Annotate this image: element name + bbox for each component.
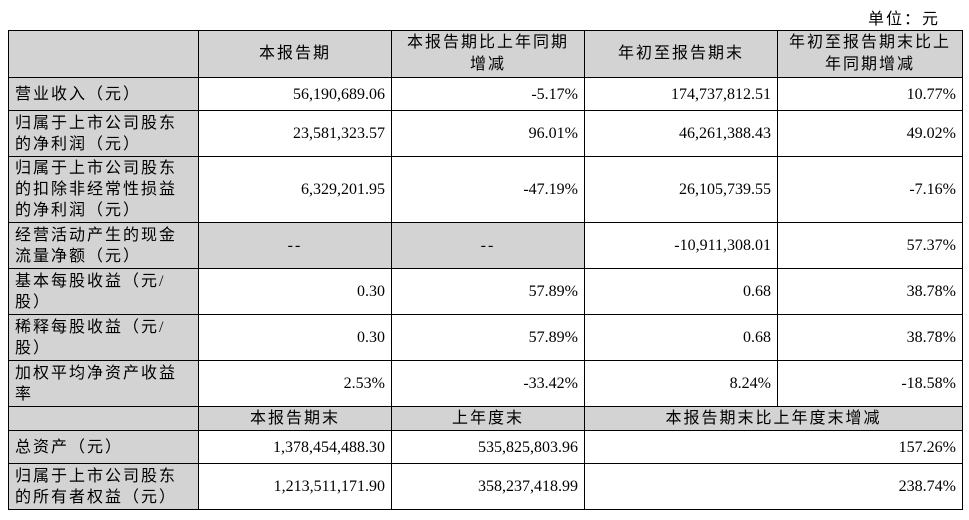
cell-value: 0.30 — [198, 314, 392, 361]
header-corner-cell — [8, 30, 199, 78]
header-current-period: 本报告期 — [198, 30, 392, 78]
cell-value: 57.37% — [777, 222, 963, 269]
cell-value: 26,105,739.55 — [584, 156, 778, 223]
row-label: 基本每股收益（元/股） — [8, 268, 199, 315]
cell-value: 2.53% — [198, 360, 392, 407]
cell-value: 57.89% — [391, 314, 585, 361]
row-label: 经营活动产生的现金流量净额（元） — [8, 222, 199, 269]
row-weighted-avg-roe: 加权平均净资产收益率 2.53% -33.42% 8.24% -18.58% — [8, 360, 963, 407]
cell-value: 10.77% — [777, 77, 963, 111]
cell-value: -5.17% — [391, 77, 585, 111]
cell-value: -18.58% — [777, 360, 963, 407]
cell-value: 23,581,323.57 — [198, 110, 392, 157]
header-prior-year-end: 上年度末 — [391, 406, 585, 431]
header-ytd: 年初至报告期末 — [584, 30, 778, 78]
row-net-profit-attributable: 归属于上市公司股东的净利润（元） 23,581,323.57 96.01% 46… — [8, 110, 963, 157]
header-period-end: 本报告期末 — [198, 406, 392, 431]
cell-value: 238.74% — [584, 463, 963, 510]
row-label: 总资产（元） — [8, 430, 199, 464]
financial-summary-table: 本报告期 本报告期比上年同期 增减 年初至报告期末 年初至报告期末比上 年同期增… — [8, 30, 963, 510]
row-label: 归属于上市公司股东的所有者权益（元） — [8, 463, 199, 510]
row-label: 稀释每股收益（元/股） — [8, 314, 199, 361]
cell-value: -- — [198, 222, 392, 269]
cell-value: 46,261,388.43 — [584, 110, 778, 157]
cell-value: -33.42% — [391, 360, 585, 407]
cell-value: 8.24% — [584, 360, 778, 407]
row-basic-eps: 基本每股收益（元/股） 0.30 57.89% 0.68 38.78% — [8, 268, 963, 315]
row-operating-revenue: 营业收入（元） 56,190,689.06 -5.17% 174,737,812… — [8, 77, 963, 111]
cell-value: 96.01% — [391, 110, 585, 157]
row-total-assets: 总资产（元） 1,378,454,488.30 535,825,803.96 1… — [8, 430, 963, 464]
cell-value: -7.16% — [777, 156, 963, 223]
unit-label: 单位：元 — [867, 11, 940, 28]
row-net-profit-excl-nonrecurring: 归属于上市公司股东的扣除非经常性损益的净利润（元） 6,329,201.95 -… — [8, 156, 963, 223]
cell-value: -10,911,308.01 — [584, 222, 778, 269]
row-label: 归属于上市公司股东的净利润（元） — [8, 110, 199, 157]
cell-value: -47.19% — [391, 156, 585, 223]
cell-value: 358,237,418.99 — [391, 463, 585, 510]
cell-value: 49.02% — [777, 110, 963, 157]
row-label: 营业收入（元） — [8, 77, 199, 111]
header-period-yoy-change: 本报告期比上年同期 增减 — [391, 30, 585, 78]
row-diluted-eps: 稀释每股收益（元/股） 0.30 57.89% 0.68 38.78% — [8, 314, 963, 361]
header-corner-cell — [8, 406, 199, 431]
cell-value: 535,825,803.96 — [391, 430, 585, 464]
cell-value: 6,329,201.95 — [198, 156, 392, 223]
cell-value: 157.26% — [584, 430, 963, 464]
cell-value: 0.68 — [584, 268, 778, 315]
cell-value: 174,737,812.51 — [584, 77, 778, 111]
cell-value: 57.89% — [391, 268, 585, 315]
cell-value: -- — [391, 222, 585, 269]
row-operating-cash-flow: 经营活动产生的现金流量净额（元） -- -- -10,911,308.01 57… — [8, 222, 963, 269]
cell-value: 1,378,454,488.30 — [198, 430, 392, 464]
cell-value: 1,213,511,171.90 — [198, 463, 392, 510]
row-label: 归属于上市公司股东的扣除非经常性损益的净利润（元） — [8, 156, 199, 223]
cell-value: 38.78% — [777, 268, 963, 315]
cell-value: 38.78% — [777, 314, 963, 361]
header-ytd-yoy-change: 年初至报告期末比上 年同期增减 — [777, 30, 963, 78]
row-label: 加权平均净资产收益率 — [8, 360, 199, 407]
cell-value: 0.30 — [198, 268, 392, 315]
row-owners-equity: 归属于上市公司股东的所有者权益（元） 1,213,511,171.90 358,… — [8, 463, 963, 510]
cell-value: 0.68 — [584, 314, 778, 361]
cell-value: 56,190,689.06 — [198, 77, 392, 111]
table-header-row-period: 本报告期 本报告期比上年同期 增减 年初至报告期末 年初至报告期末比上 年同期增… — [8, 30, 963, 78]
table-header-row-yearend: 本报告期末 上年度末 本报告期末比上年度末增减 — [8, 406, 963, 431]
header-period-end-change: 本报告期末比上年度末增减 — [584, 406, 963, 431]
